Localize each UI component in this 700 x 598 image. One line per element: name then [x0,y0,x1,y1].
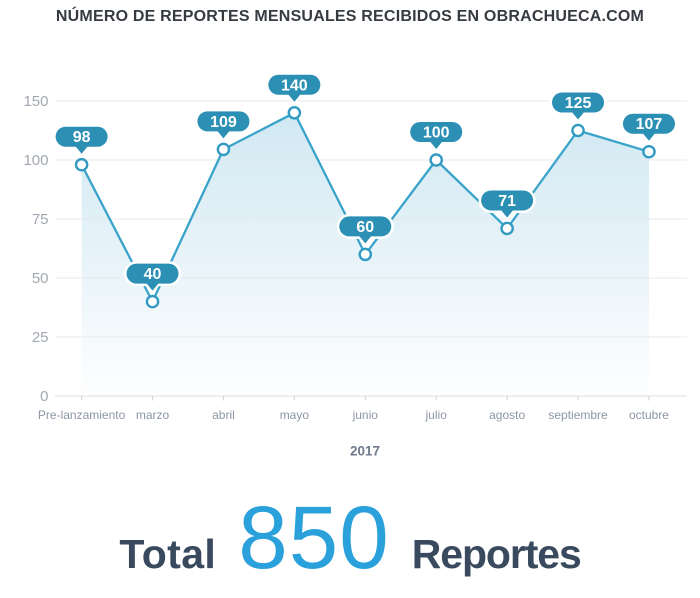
area-fill [81,112,650,395]
value-bubble-label: 100 [423,125,450,142]
value-bubble-tail [287,93,302,102]
x-tick-marks [81,396,650,401]
value-bubble-label: 107 [636,116,663,133]
value-bubble [481,190,534,211]
value-bubble-tail [641,132,656,141]
y-tick-label: 50 [32,270,49,287]
data-point-marker [429,153,444,167]
value-bubble-label: 98 [73,129,91,146]
data-point: 71 [478,187,536,236]
data-point: 40 [124,261,182,309]
data-point: 125 [549,90,607,138]
value-bubble-label: 109 [210,114,237,131]
value-bubble-tail [429,140,444,149]
value-bubble-tail [500,208,515,218]
data-point: 140 [265,72,323,120]
value-bubble-tail [145,282,160,291]
x-tick-label: marzo [136,408,170,422]
x-tick-label: julio [425,408,448,422]
value-bubble-label: 125 [565,95,592,112]
data-point-marker [571,123,585,138]
y-tick-label: 0 [40,388,48,405]
x-axis-title: 2017 [350,444,380,459]
value-bubble-label: 140 [281,77,308,94]
data-point: 107 [620,111,678,159]
value-bubble [339,216,392,237]
total-summary: Total 850 Reportes [0,487,700,587]
data-point: 109 [194,108,252,157]
line-chart-svg: 0 25 50 75 100 150 Pre-lanzamiento marzo abril ma… [23,72,687,459]
y-tick-label: 25 [32,329,49,346]
data-point: 100 [407,119,465,167]
value-bubble-tail [571,111,586,120]
y-tick-label: 100 [23,152,48,169]
total-value: 850 [238,487,390,587]
y-tick-label: 75 [32,211,49,228]
value-bubble-tail [216,129,231,139]
chart-title: NÚMERO DE REPORTES MENSUALES RECIBIDOS E… [55,8,645,25]
data-point: 98 [53,124,111,172]
data-point-marker [358,247,373,262]
value-bubble [126,263,179,284]
value-bubble-label: 71 [498,193,516,210]
total-suffix-label: Reportes [411,531,582,577]
x-axis-labels: Pre-lanzamiento marzo abril mayo junio julio a… [38,408,669,422]
data-point-marker [74,157,89,172]
value-bubble [552,92,605,113]
y-tick-label: 150 [23,93,48,110]
y-axis-labels: 0 25 50 75 100 150 [23,93,48,405]
x-tick-label: abril [212,408,235,422]
x-tick-label: mayo [280,408,310,422]
data-point-marker [642,144,656,159]
data-point: 60 [336,213,394,262]
data-point-marker [216,142,231,157]
value-bubble [55,126,108,147]
value-bubble-tail [358,234,373,244]
x-tick-label: Pre-lanzamiento [38,408,126,422]
total-prefix-label: Total [119,531,217,577]
x-tick-label: junio [352,408,379,422]
value-bubble-label: 60 [356,219,374,236]
value-bubble-tail [74,145,89,154]
value-bubble [268,74,321,95]
x-tick-label: agosto [489,408,525,422]
data-point-marker [287,106,302,120]
data-point-marker [145,294,160,309]
value-bubble-label: 40 [144,266,162,283]
x-tick-label: septiembre [548,408,608,422]
chart-area: 0 25 50 75 100 150 Pre-lanzamiento marzo abril ma… [23,72,687,459]
x-tick-label: octubre [629,408,669,422]
value-bubble [622,113,675,134]
data-point-marker [500,221,514,236]
value-bubble [197,111,250,132]
value-bubble [410,122,463,142]
